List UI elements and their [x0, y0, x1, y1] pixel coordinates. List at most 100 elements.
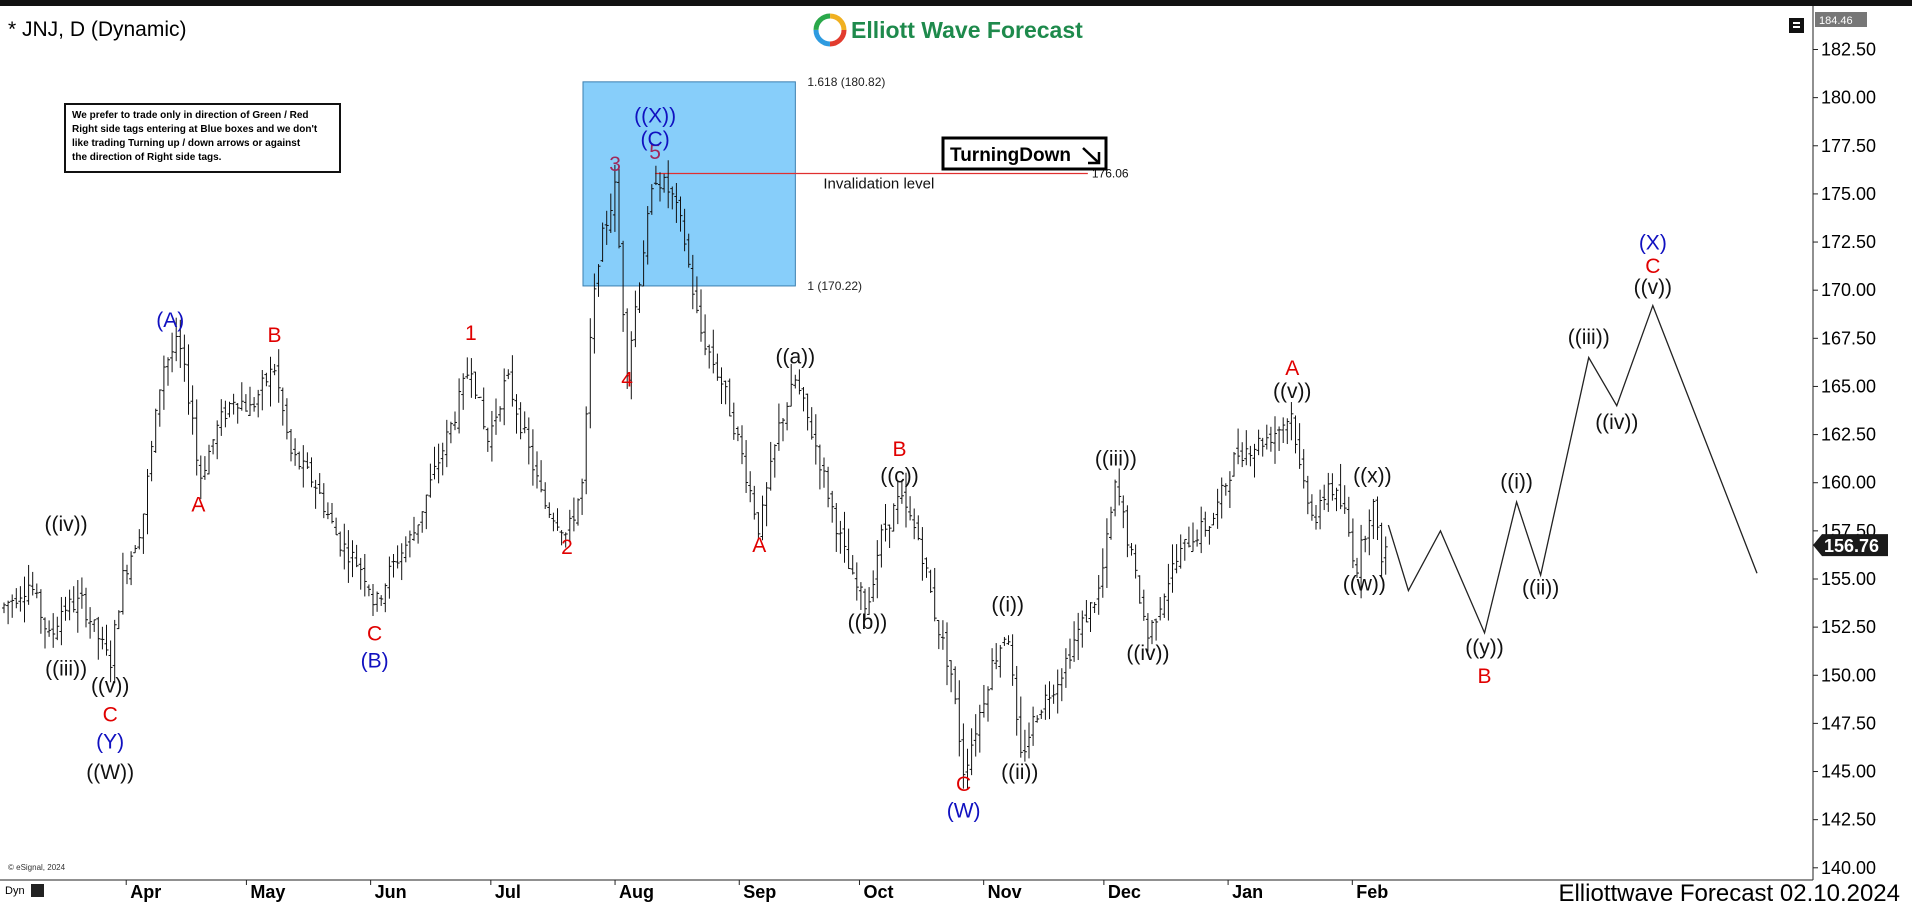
- ohlc-bar: [211, 439, 216, 455]
- ohlc-bar: [18, 586, 23, 612]
- ohlc-bar: [1293, 415, 1298, 454]
- wave-label: ((iii)): [1095, 447, 1137, 470]
- ohlc-bar: [1240, 442, 1245, 468]
- ohlc-bar: [649, 184, 654, 215]
- ohlc-bar: [928, 569, 933, 593]
- month-label: Oct: [863, 882, 893, 902]
- wave-label: (A): [156, 309, 184, 332]
- price-tick-label: 160.00: [1821, 473, 1876, 493]
- ohlc-bar: [781, 417, 785, 442]
- ohlc-bar: [1277, 426, 1282, 451]
- ohlc-bar: [1100, 548, 1105, 598]
- wave-label: 5: [649, 141, 661, 164]
- ohlc-bar: [10, 594, 15, 618]
- ohlc-bar: [272, 363, 277, 376]
- ohlc-bar: [580, 478, 585, 515]
- ohlc-bar: [555, 508, 560, 531]
- ohlc-bar: [202, 456, 207, 480]
- ohlc-bar: [912, 508, 917, 540]
- ohlc-bar: [600, 222, 605, 262]
- ohlc-bar: [1232, 451, 1236, 477]
- price-tick-label: 180.00: [1821, 88, 1876, 108]
- ohlc-bar: [317, 473, 322, 495]
- ohlc-bar: [215, 420, 220, 460]
- ohlc-bar: [96, 616, 101, 660]
- wave-label: ((v)): [1273, 380, 1311, 403]
- turning-down-label: TurningDown: [950, 145, 1071, 166]
- ohlc-bar: [358, 557, 363, 590]
- wave-label: ((x)): [1353, 465, 1391, 488]
- ohlc-bar: [1125, 505, 1130, 558]
- wave-label: A: [752, 534, 766, 557]
- ohlc-bar: [858, 582, 863, 610]
- ohlc-bars: [2, 160, 1388, 789]
- wave-label: C: [956, 773, 971, 796]
- ohlc-bar: [256, 389, 261, 418]
- ohlc-bar: [1244, 430, 1249, 466]
- ohlc-bar: [1195, 529, 1200, 547]
- ohlc-bar: [305, 452, 310, 469]
- ohlc-bar: [1219, 477, 1224, 519]
- chart-menu-icon[interactable]: [1789, 18, 1804, 33]
- wave-label: B: [1478, 665, 1492, 688]
- ohlc-bar: [260, 370, 265, 411]
- ohlc-bar: [592, 273, 597, 354]
- month-label: Sep: [743, 882, 776, 902]
- ohlc-bar: [682, 208, 687, 252]
- ohlc-bar: [719, 367, 724, 404]
- ohlc-bar: [776, 403, 781, 451]
- price-tick-label: 177.50: [1821, 136, 1876, 156]
- ohlc-bar: [1355, 557, 1359, 578]
- ohlc-bar: [1141, 589, 1146, 621]
- ohlc-bar: [1072, 621, 1077, 662]
- ohlc-bar: [850, 555, 855, 575]
- ohlc-bar: [920, 527, 925, 581]
- ohlc-bar: [604, 210, 609, 245]
- ohlc-bar: [1031, 706, 1036, 746]
- ohlc-bar: [670, 186, 675, 210]
- ohlc-bar: [1035, 715, 1040, 723]
- ohlc-bar: [584, 406, 589, 495]
- ohlc-bar: [391, 553, 396, 578]
- ohlc-bar: [908, 496, 913, 521]
- ohlc-bar: [1305, 475, 1310, 515]
- wave-label: ((w)): [1343, 573, 1386, 596]
- ohlc-bar: [1350, 518, 1355, 569]
- wave-label: (W): [947, 800, 981, 823]
- ohlc-bar: [1285, 418, 1290, 445]
- wave-label: 1: [465, 322, 477, 345]
- ohlc-bar: [1359, 524, 1364, 599]
- ohlc-bar: [153, 408, 158, 453]
- wave-label: ((ii)): [1522, 576, 1559, 599]
- ohlc-bar: [772, 444, 777, 478]
- ohlc-bar: [1342, 485, 1347, 514]
- ohlc-bar: [690, 254, 695, 310]
- ohlc-bar: [1260, 437, 1265, 457]
- ohlc-bar: [223, 400, 228, 428]
- ohlc-bar: [194, 399, 199, 476]
- ohlc-bar: [1002, 636, 1007, 646]
- ohlc-bar: [899, 479, 904, 504]
- ohlc-bar: [444, 419, 449, 468]
- ohlc-bar: [510, 355, 515, 407]
- ohlc-bar: [338, 531, 343, 557]
- forecast-path: [1387, 303, 1758, 635]
- ohlc-bar: [1121, 495, 1126, 529]
- ohlc-bar: [1223, 483, 1228, 496]
- ohlc-bar: [1043, 684, 1048, 720]
- top-price-tag: 184.46: [1815, 12, 1867, 27]
- dyn-toggle[interactable]: [31, 884, 44, 897]
- wave-label: ((iv)): [1595, 411, 1638, 434]
- current-price-tag: 156.76: [1813, 534, 1888, 557]
- ohlc-bar: [325, 502, 330, 520]
- ohlc-bar: [248, 386, 252, 416]
- price-tick-label: 145.00: [1821, 762, 1876, 782]
- ohlc-bar: [805, 393, 810, 431]
- ohlc-bar: [973, 714, 978, 757]
- wave-label: ((i)): [1500, 470, 1533, 493]
- ohlc-bar: [1326, 472, 1331, 512]
- ohlc-bar: [530, 429, 535, 486]
- ohlc-bar: [1051, 684, 1056, 704]
- ohlc-bar: [1248, 445, 1253, 467]
- month-label: Aug: [619, 882, 654, 902]
